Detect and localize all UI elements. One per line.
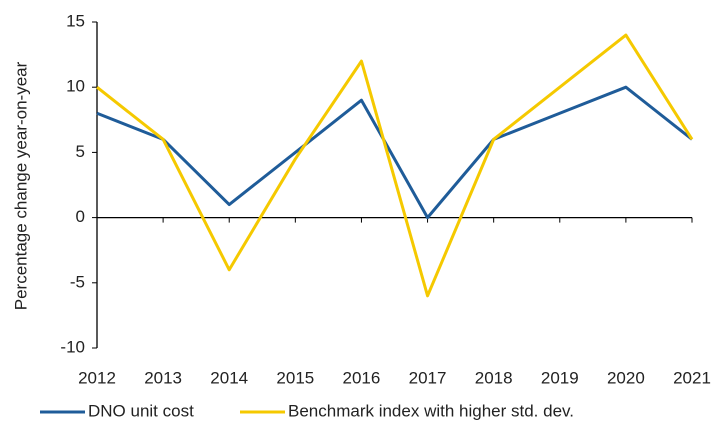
y-tick-label: 15 [66,11,85,30]
x-tick-label: 2018 [475,368,513,387]
x-tick-label: 2021 [673,368,711,387]
x-tick-label: 2020 [607,368,645,387]
series-line [96,33,694,298]
legend-label: Benchmark index with higher std. dev. [288,401,574,420]
y-tick-label: -10 [60,337,85,356]
x-tick-label: 2013 [144,368,182,387]
x-tick-label: 2016 [343,368,381,387]
y-tick-label: 0 [76,207,85,226]
y-tick-label: 5 [76,142,85,161]
y-tick-label: -5 [70,272,85,291]
legend-label: DNO unit cost [88,401,194,420]
x-tick-label: 2014 [210,368,248,387]
y-axis-label: Percentage change year-on-year [11,61,30,310]
y-tick-label: 10 [66,77,85,96]
x-tick-label: 2012 [78,368,116,387]
x-tick-label: 2019 [541,368,579,387]
x-tick-label: 2017 [409,368,447,387]
x-tick-label: 2015 [276,368,314,387]
series-line [96,85,693,220]
